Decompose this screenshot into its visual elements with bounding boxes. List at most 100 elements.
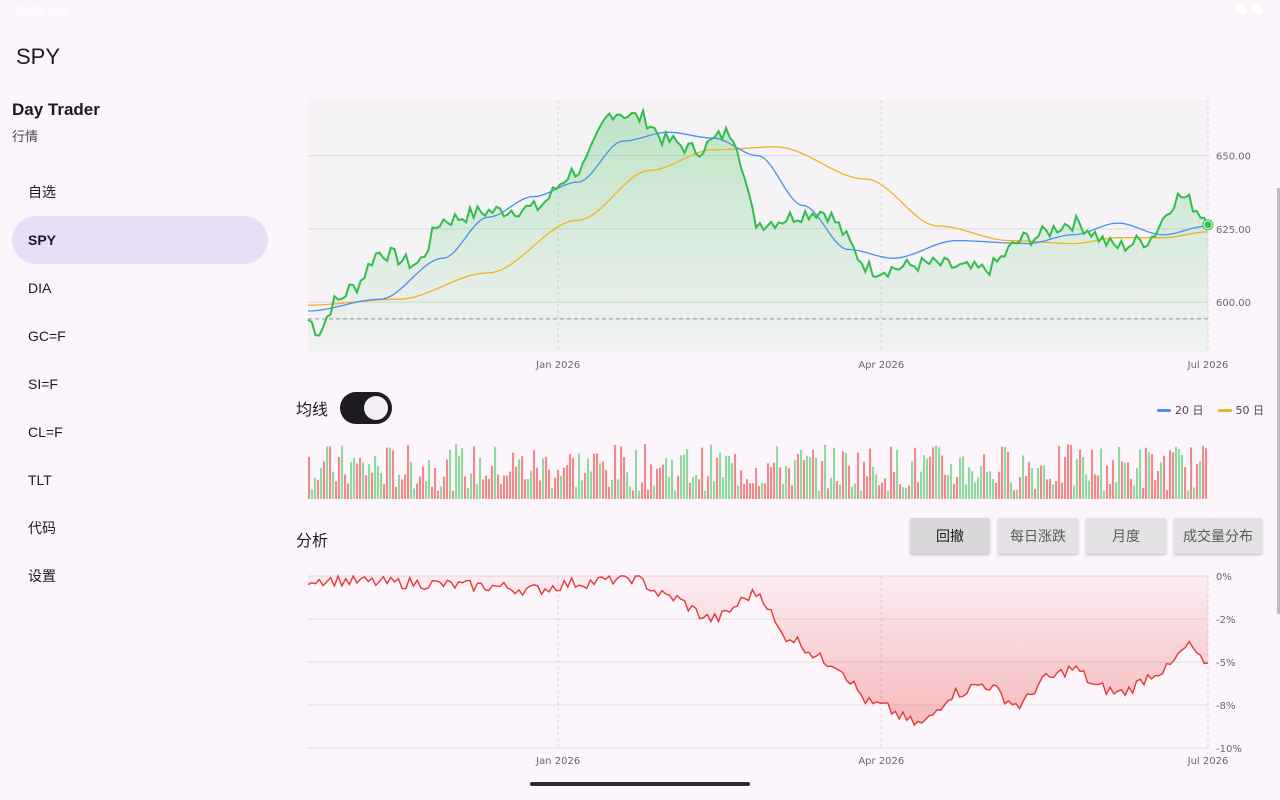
volume-bar: [962, 456, 965, 499]
volume-bar: [350, 461, 353, 499]
volume-bar: [1202, 445, 1205, 499]
volume-bar: [974, 482, 977, 499]
volume-bar: [404, 474, 407, 499]
nav-item-crude[interactable]: CL=F: [28, 424, 63, 440]
volume-bar: [992, 479, 995, 499]
volume-bar: [1163, 455, 1166, 499]
volume-bar: [1052, 484, 1055, 499]
volume-bar: [1193, 487, 1196, 499]
nav-item-dia[interactable]: DIA: [28, 280, 52, 296]
price-y-tick: 625.00: [1216, 225, 1251, 236]
volume-bar: [656, 468, 659, 499]
dd-y-tick: -2%: [1216, 615, 1235, 626]
tab-daily-change[interactable]: 每日涨跌: [998, 518, 1078, 554]
tab-volume-profile[interactable]: 成交量分布: [1174, 518, 1262, 554]
volume-bar: [689, 482, 692, 499]
volume-bar: [536, 467, 539, 499]
volume-bar: [575, 487, 578, 499]
volume-bar: [848, 465, 851, 499]
status-time: 8:09 AM: [16, 4, 70, 19]
volume-bar: [386, 447, 389, 499]
volume-bar: [1118, 446, 1121, 499]
app-name: Day Trader: [12, 100, 100, 119]
volume-bar: [368, 464, 371, 499]
legend-label-ma50: 50 日: [1235, 404, 1265, 417]
tab-monthly[interactable]: 月度: [1086, 518, 1166, 554]
nav-item-settings[interactable]: 设置: [28, 568, 56, 584]
volume-bar: [617, 479, 620, 499]
volume-bar: [533, 450, 536, 499]
volume-bar: [1142, 487, 1145, 499]
home-indicator[interactable]: [530, 782, 750, 786]
last-price-marker: [1202, 219, 1214, 231]
volume-bar: [1148, 452, 1151, 499]
volume-bar: [623, 457, 626, 499]
volume-bar: [713, 481, 716, 499]
volume-bar: [893, 472, 896, 499]
volume-bar: [926, 458, 929, 499]
volume-bar: [554, 477, 557, 499]
volume-bar: [734, 454, 737, 499]
status-icons: [1236, 4, 1262, 14]
volume-bar: [338, 457, 341, 499]
volume-bar: [875, 474, 878, 499]
volume-bar: [485, 475, 488, 499]
volume-bar: [674, 490, 677, 499]
ma50-line: [308, 146, 1209, 306]
volume-bar: [488, 478, 491, 499]
volume-bar: [611, 479, 614, 499]
volume-bar: [854, 483, 857, 499]
volume-bar: [662, 464, 665, 499]
dd-x-tick: Jan 2026: [535, 756, 580, 767]
volume-bar: [629, 486, 632, 499]
scroll-edge: [1277, 188, 1280, 614]
volume-bar: [632, 490, 635, 499]
volume-bar: [380, 472, 383, 499]
volume-bar: [881, 482, 884, 499]
volume-bar: [857, 452, 860, 499]
nav-item-watchlist[interactable]: 自选: [28, 184, 56, 200]
volume-bar: [1001, 446, 1004, 499]
volume-bar: [524, 479, 527, 499]
volume-bar: [1094, 474, 1097, 499]
drawdown-line: [307, 574, 1209, 727]
page-title: SPY: [16, 44, 61, 69]
volume-bar: [599, 463, 602, 499]
volume-bar: [407, 445, 410, 499]
volume-bar: [950, 464, 953, 499]
volume-bar: [608, 486, 611, 499]
nav-item-code[interactable]: 代码: [28, 520, 56, 536]
volume-bar: [860, 490, 863, 499]
nav-item-tlt[interactable]: TLT: [28, 472, 52, 488]
volume-bar: [692, 477, 695, 499]
volume-bar: [839, 484, 842, 499]
volume-bar: [959, 457, 962, 499]
volume-bar: [1079, 449, 1082, 499]
moving-average-toggle[interactable]: [340, 392, 393, 424]
volume-bar: [314, 477, 317, 499]
volume-bar: [605, 470, 608, 499]
volume-bar: [326, 446, 329, 499]
volume-bar: [740, 470, 743, 499]
volume-bar: [479, 457, 482, 499]
nav-item-spy[interactable]: SPY: [12, 216, 268, 264]
nav-list: 自选 SPY DIA GC=F SI=F CL=F TLT 代码 设置: [12, 168, 268, 600]
nav-item-gold[interactable]: GC=F: [28, 328, 66, 344]
volume-bar: [1016, 489, 1019, 499]
volume-bar: [383, 484, 386, 499]
analysis-label: 分析: [296, 531, 329, 550]
drawer-subtitle: 行情: [12, 130, 39, 145]
volume-bar: [638, 490, 641, 499]
volume-bar: [596, 453, 599, 499]
volume-bar: [1073, 485, 1076, 499]
nav-item-silver[interactable]: SI=F: [28, 376, 58, 392]
tab-drawdown[interactable]: 回撤: [910, 518, 990, 554]
legend-item-ma20: 20 日: [1157, 402, 1204, 418]
volume-bar: [752, 483, 755, 499]
volume-bar: [821, 461, 824, 499]
volume-bar: [1181, 454, 1184, 499]
volume-bar: [311, 489, 314, 499]
volume-bar: [1103, 490, 1106, 499]
volume-bar: [1100, 448, 1103, 499]
volume-bar: [1037, 467, 1040, 499]
